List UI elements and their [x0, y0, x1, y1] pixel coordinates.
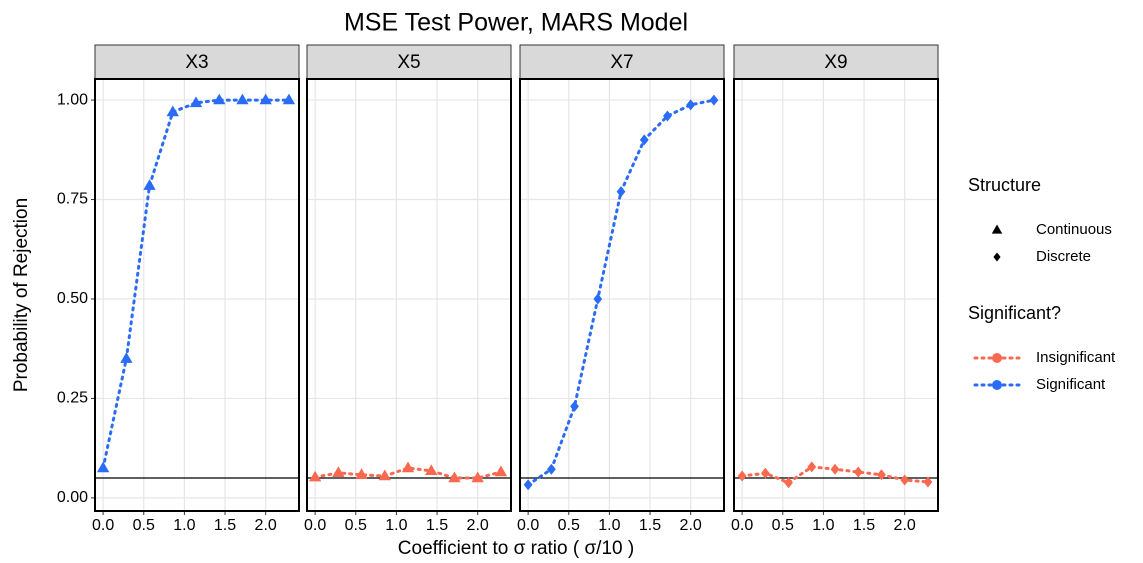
- legend-label: Insignificant: [1036, 349, 1116, 366]
- point: [900, 474, 910, 486]
- point: [96, 461, 110, 473]
- x-tick-label: 1.5: [214, 517, 236, 534]
- x-tick-label: 0.5: [345, 517, 367, 534]
- panel-border: [519, 78, 725, 512]
- point: [853, 466, 863, 478]
- point: [784, 477, 793, 489]
- series-line: [313, 466, 503, 480]
- point: [494, 465, 508, 477]
- point: [378, 469, 391, 481]
- point: [546, 463, 556, 475]
- panel-border: [306, 78, 512, 512]
- x-tick-label: 2.0: [467, 517, 489, 534]
- strip: [94, 44, 300, 80]
- y-tick-label: 0.75: [57, 191, 88, 208]
- x-tick-label: 0.5: [558, 517, 580, 534]
- strip: [306, 44, 512, 80]
- y-axis-title: Probability of Rejection: [11, 198, 32, 392]
- x-tick-label: 1.5: [639, 517, 661, 534]
- series-line: [526, 98, 716, 487]
- x-tick-label: 1.0: [598, 517, 620, 534]
- x-tick-label: 2.0: [255, 517, 277, 534]
- point: [616, 186, 626, 198]
- point: [308, 470, 322, 482]
- point: [709, 94, 719, 106]
- point: [570, 400, 579, 412]
- strip: [733, 44, 939, 80]
- strip-label: X3: [185, 52, 208, 73]
- strip-label: X9: [824, 52, 847, 73]
- point: [189, 96, 203, 108]
- point: [663, 110, 672, 122]
- point: [143, 179, 156, 190]
- point: [355, 468, 368, 480]
- legend-dot: [992, 380, 1002, 390]
- y-tick-label: 1.00: [57, 91, 88, 108]
- point: [760, 467, 770, 479]
- x-tick-label: 0.0: [731, 517, 753, 534]
- series-line: [101, 98, 291, 470]
- x-tick-label: 0.0: [304, 517, 326, 534]
- point: [236, 93, 249, 105]
- x-axis-title: Coefficient to σ ratio ( σ/10 ): [398, 538, 634, 559]
- x-tick-label: 1.5: [426, 517, 448, 534]
- point: [523, 479, 533, 491]
- legend-title: Significant?: [968, 303, 1061, 323]
- x-tick-label: 0.5: [772, 517, 794, 534]
- panel-border: [94, 78, 300, 512]
- point: [401, 461, 415, 473]
- y-tick-label: 0.50: [57, 290, 88, 307]
- point: [213, 93, 226, 105]
- x-tick-label: 2.0: [680, 517, 702, 534]
- point: [807, 461, 817, 473]
- legend-label: Significant: [1036, 376, 1106, 393]
- point: [166, 105, 179, 117]
- legend-marker: [993, 252, 1001, 262]
- x-tick-label: 0.0: [517, 517, 539, 534]
- point: [425, 464, 438, 476]
- y-tick-label: 0.00: [57, 489, 88, 506]
- chart-title: MSE Test Power, MARS Model: [344, 9, 688, 37]
- legend-marker: [991, 224, 1003, 234]
- strip-label: X7: [610, 52, 633, 73]
- x-tick-label: 0.0: [92, 517, 114, 534]
- point: [282, 93, 296, 105]
- point: [686, 99, 696, 111]
- point: [471, 471, 484, 483]
- legend-dot: [992, 353, 1002, 363]
- x-tick-label: 2.0: [894, 517, 916, 534]
- y-tick-label: 0.25: [57, 390, 88, 407]
- panel-border: [733, 78, 939, 512]
- x-tick-label: 1.5: [853, 517, 875, 534]
- x-tick-label: 1.0: [173, 517, 195, 534]
- x-tick-label: 1.0: [385, 517, 407, 534]
- point: [830, 463, 840, 475]
- legend-label: Discrete: [1036, 248, 1091, 265]
- point: [448, 471, 461, 483]
- point: [737, 470, 747, 482]
- point: [877, 469, 886, 481]
- point: [259, 93, 272, 105]
- strip: [519, 44, 725, 80]
- legend-label: Continuous: [1036, 221, 1112, 238]
- x-tick-label: 0.5: [133, 517, 155, 534]
- point: [332, 466, 345, 478]
- legend-title: Structure: [968, 175, 1041, 195]
- point: [120, 352, 133, 363]
- strip-label: X5: [397, 52, 420, 73]
- point: [593, 293, 603, 305]
- x-tick-label: 1.0: [812, 517, 834, 534]
- point: [639, 134, 649, 146]
- point: [923, 476, 933, 488]
